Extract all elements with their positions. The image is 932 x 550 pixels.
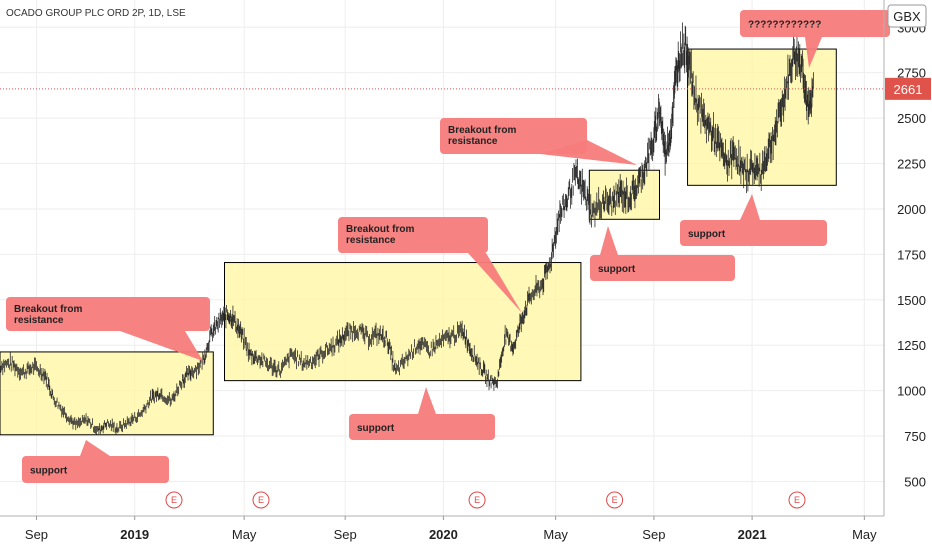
x-tick-label: 2020 <box>429 527 458 542</box>
earnings-marker[interactable]: E <box>606 491 624 509</box>
earnings-label: E <box>794 495 800 505</box>
callout-box <box>338 217 488 253</box>
price-layer <box>0 22 814 435</box>
earnings-label: E <box>612 495 618 505</box>
callout-text: support <box>30 466 68 477</box>
x-tick-label: Sep <box>25 527 48 542</box>
range-zone[interactable] <box>687 48 837 186</box>
callout-box <box>440 118 587 154</box>
last-price-layer: 2661 <box>0 77 931 100</box>
y-tick-label: 1250 <box>897 338 926 353</box>
earnings-marker[interactable]: E <box>468 491 486 509</box>
callout-box <box>740 10 890 37</box>
y-tick-label: 1750 <box>897 247 926 262</box>
callout-text: ???????????? <box>748 20 821 31</box>
callout-text: support <box>357 423 395 434</box>
earnings-label: E <box>171 495 177 505</box>
time-axis[interactable]: Sep 2019 May Sep 2020 May Sep 2021 May <box>25 516 877 542</box>
callout-pointer <box>418 387 436 414</box>
callout-text: Breakout from <box>14 304 82 315</box>
chart-title: OCADO GROUP PLC ORD 2P, 1D, LSE <box>6 8 186 19</box>
callout-pointer <box>80 440 110 456</box>
callout-text: resistance <box>346 235 396 246</box>
x-tick-label: Sep <box>642 527 665 542</box>
earnings-marker[interactable]: E <box>788 491 806 509</box>
y-tick-label: 500 <box>904 474 926 489</box>
callout-text: resistance <box>14 315 64 326</box>
x-tick-label: 2019 <box>120 527 149 542</box>
earnings-marker[interactable]: E <box>165 491 183 509</box>
callout-box <box>590 255 735 281</box>
y-tick-label: 2750 <box>897 66 926 81</box>
annotation-callout[interactable]: support <box>22 440 169 483</box>
callout-pointer <box>740 194 760 220</box>
callout-box <box>349 414 495 440</box>
last-price-label: 2661 <box>894 82 923 97</box>
x-tick-label: Sep <box>334 527 357 542</box>
callout-box <box>6 297 210 331</box>
callout-box <box>680 220 827 246</box>
earnings-label: E <box>474 495 480 505</box>
callout-pointer <box>600 226 618 255</box>
callout-pointer <box>120 331 203 361</box>
range-zone[interactable] <box>224 262 582 382</box>
callout-pointer <box>468 253 522 313</box>
price-axis[interactable]: 5007501000125015001750200022502500275030… <box>897 20 926 489</box>
callout-text: support <box>688 229 726 240</box>
x-tick-label: 2021 <box>738 527 767 542</box>
y-tick-label: 2250 <box>897 157 926 172</box>
last-price-badge[interactable] <box>885 77 931 100</box>
y-tick-label: 2000 <box>897 202 926 217</box>
callout-pointer <box>540 140 637 165</box>
annotation-callout[interactable]: ???????????? <box>740 10 890 68</box>
annotation-callout[interactable]: support <box>349 387 495 440</box>
earnings-marker[interactable]: E <box>252 491 270 509</box>
callout-text: Breakout from <box>448 125 516 136</box>
currency-label: GBX <box>893 9 921 24</box>
x-tick-label: May <box>232 527 257 542</box>
y-tick-label: 1500 <box>897 293 926 308</box>
x-tick-label: May <box>543 527 568 542</box>
y-tick-label: 1000 <box>897 384 926 399</box>
earnings-label: E <box>258 495 264 505</box>
callout-pointer <box>805 37 822 68</box>
callout-text: Breakout from <box>346 224 414 235</box>
currency-badge[interactable]: GBX <box>887 4 927 28</box>
annotation-callout[interactable]: support <box>590 226 735 281</box>
annotation-callout[interactable]: support <box>680 194 827 246</box>
y-tick-label: 2500 <box>897 111 926 126</box>
x-tick-label: May <box>852 527 877 542</box>
callout-text: support <box>598 264 636 275</box>
callout-box <box>22 456 169 483</box>
y-tick-label: 750 <box>904 429 926 444</box>
callout-text: resistance <box>448 136 498 147</box>
